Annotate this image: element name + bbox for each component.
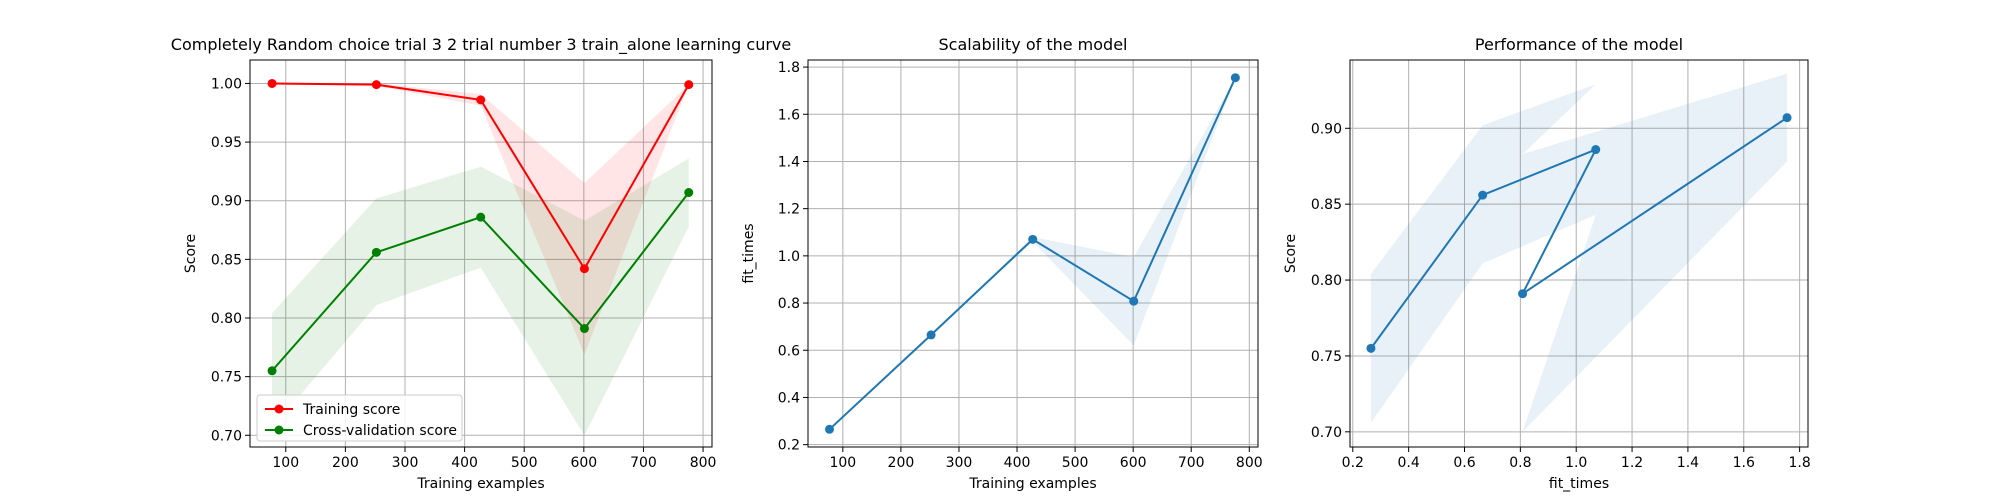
y-tick-label: 0.70 (211, 428, 242, 444)
x-tick-label: 500 (511, 455, 538, 471)
y-tick-label: 0.90 (1311, 121, 1342, 137)
y-tick-label: 0.75 (1311, 349, 1342, 365)
data-point (1591, 145, 1601, 155)
x-axis-label: Training examples (416, 476, 544, 492)
x-tick-label: 400 (451, 455, 478, 471)
data-point (579, 324, 589, 334)
x-tick-label: 100 (829, 455, 856, 471)
series-band-1 (1370, 73, 1788, 432)
x-axis-label: fit_times (1549, 476, 1609, 492)
y-tick-label: 0.85 (1311, 197, 1342, 213)
axes-frame (249, 59, 713, 448)
x-tick-label: 700 (1178, 455, 1205, 471)
data-point (926, 330, 936, 340)
series-band-1 (829, 77, 1236, 430)
data-point (1028, 234, 1038, 244)
axes-frame (1349, 59, 1809, 448)
x-tick-label: 100 (272, 455, 299, 471)
chart-2: 100 200 300 400 500 600 700 800 0.2 0.4 0.6 0.8 1.0 1… (741, 35, 1263, 492)
data-point (1230, 73, 1240, 83)
x-tick-label: 600 (570, 455, 597, 471)
data-point (476, 212, 486, 222)
x-tick-label: 0.6 (1453, 455, 1475, 471)
data-point (267, 366, 277, 376)
chart-3: 0.2 0.4 0.6 0.8 1.0 1.2 1.4 1.6 1.8 0.70 0.75 0.80 0… (1283, 35, 1811, 492)
y-tick-label: 1.2 (778, 202, 800, 218)
x-tick-label: 200 (332, 455, 359, 471)
x-tick-label: 300 (946, 455, 973, 471)
x-tick-label: 1.2 (1621, 455, 1643, 471)
legend: Training score Cross-validation score (256, 394, 463, 442)
legend-label: Training score (302, 402, 400, 418)
y-tick-label: 0.80 (1311, 273, 1342, 289)
series-line-1 (828, 77, 1237, 431)
y-axis-label: Score (183, 234, 199, 273)
x-tick-label: 1.4 (1677, 455, 1699, 471)
y-tick-label: 0.90 (211, 194, 242, 210)
x-tick-label: 400 (1004, 455, 1031, 471)
y-axis-label: Score (1283, 234, 1299, 273)
y-tick-label: 1.00 (211, 76, 242, 92)
data-point (476, 95, 486, 105)
series-band-1 (272, 83, 689, 355)
data-point (1478, 190, 1488, 200)
x-axis-label: Training examples (968, 476, 1096, 492)
y-tick-label: 1.6 (778, 107, 800, 123)
data-point (1518, 289, 1528, 299)
data-point (579, 264, 589, 274)
y-tick-label: 1.0 (778, 249, 800, 265)
x-tick-label: 500 (1062, 455, 1089, 471)
y-tick-label: 0.95 (211, 135, 242, 151)
x-tick-label: 0.2 (1342, 455, 1364, 471)
x-tick-label: 1.0 (1565, 455, 1587, 471)
y-tick-label: 0.8 (778, 296, 800, 312)
y-tick-label: 0.6 (778, 343, 800, 359)
x-tick-label: 0.4 (1398, 455, 1420, 471)
data-point (824, 424, 834, 434)
y-tick-label: 0.85 (211, 252, 242, 268)
chart-title: Performance of the model (1475, 35, 1683, 54)
legend-label: Cross-validation score (303, 423, 457, 439)
x-tick-label: 300 (392, 455, 419, 471)
y-tick-label: 1.8 (778, 60, 800, 76)
data-point (1129, 296, 1139, 306)
data-point (371, 247, 381, 257)
data-point (371, 80, 381, 90)
axes-frame (807, 59, 1259, 448)
y-tick-label: 0.80 (211, 311, 242, 327)
y-axis-label: fit_times (741, 223, 757, 283)
x-tick-label: 700 (630, 455, 657, 471)
legend-marker (274, 404, 284, 414)
data-point (1366, 343, 1376, 353)
x-tick-label: 800 (1236, 455, 1263, 471)
x-tick-label: 1.6 (1733, 455, 1755, 471)
y-tick-label: 1.4 (778, 154, 800, 170)
data-point (684, 188, 694, 198)
chart-1: 100 200 300 400 500 600 700 800 0.70 0.75 0.80 0.85… (171, 35, 791, 492)
series-band-2 (272, 158, 689, 436)
data-point (1782, 113, 1792, 123)
y-tick-label: 0.2 (778, 438, 800, 454)
legend-box (256, 394, 463, 442)
x-tick-label: 800 (690, 455, 717, 471)
x-tick-label: 600 (1120, 455, 1147, 471)
x-tick-label: 200 (888, 455, 915, 471)
x-tick-label: 1.8 (1788, 455, 1810, 471)
chart-title: Scalability of the model (939, 35, 1128, 54)
chart-title: Completely Random choice trial 3 2 trial… (171, 35, 791, 55)
y-tick-label: 0.4 (778, 390, 800, 406)
legend-marker (274, 425, 284, 435)
data-point (684, 80, 694, 90)
data-point (267, 78, 277, 88)
y-tick-label: 0.70 (1311, 425, 1342, 441)
y-tick-label: 0.75 (211, 370, 242, 386)
x-tick-label: 0.8 (1509, 455, 1531, 471)
